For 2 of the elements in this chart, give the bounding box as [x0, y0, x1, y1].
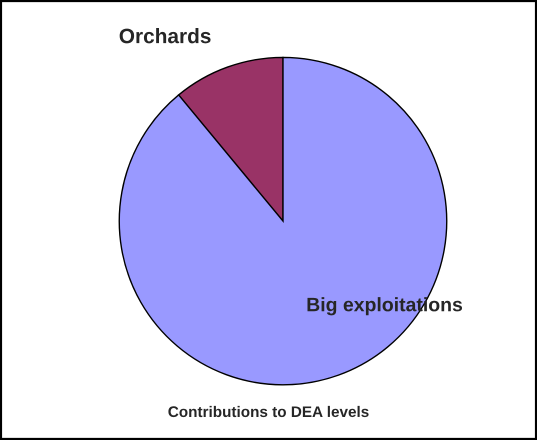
slice-label: Orchards: [120, 28, 211, 44]
text: Contributions to DEA levels: [168, 406, 369, 418]
